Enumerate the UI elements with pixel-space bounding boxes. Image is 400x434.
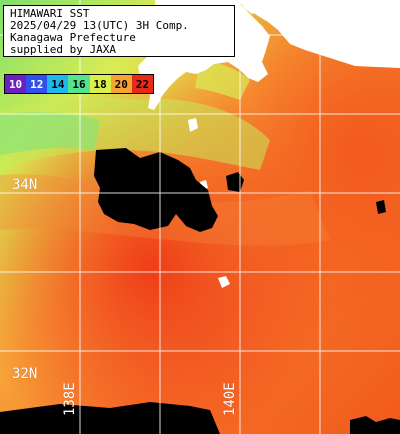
credit-line: supplied by JAXA: [10, 43, 116, 56]
timestamp-line: 2025/04/29 13(UTC) 3H Comp.: [10, 19, 189, 32]
lon-label-140e: 140E: [222, 382, 238, 416]
region-line: Kanagawa Prefecture: [10, 31, 136, 44]
cool-water-west: [0, 112, 100, 155]
legend-segment-16: 16: [68, 75, 90, 93]
land-boso: [237, 0, 400, 68]
legend-segment-10: 10: [5, 75, 27, 93]
title-box: HIMAWARI SST 2025/04/29 13(UTC) 3H Comp.…: [3, 5, 235, 57]
legend-segment-18: 18: [89, 75, 111, 93]
legend-segment-14: 14: [47, 75, 69, 93]
legend-segment-12: 12: [26, 75, 48, 93]
lon-label-138e: 138E: [62, 382, 78, 416]
legend-segment-22: 22: [131, 75, 153, 93]
lat-label-34n: 34N: [12, 177, 38, 193]
land-miura: [240, 0, 264, 14]
cloud-speck-east: [376, 200, 386, 214]
bay-water: [195, 60, 250, 100]
island-oshima: [188, 118, 198, 132]
cloud-mask-south: [0, 402, 220, 434]
cloud-mask-core: [148, 158, 186, 202]
temperature-legend: 10 12 14 16 18 20 22: [4, 74, 154, 94]
cloud-mask-southeast: [350, 416, 400, 434]
island-miyake: [218, 276, 230, 288]
lat-label-32n: 32N: [12, 366, 38, 382]
legend-segment-20: 20: [110, 75, 132, 93]
title-line: HIMAWARI SST: [10, 7, 90, 20]
